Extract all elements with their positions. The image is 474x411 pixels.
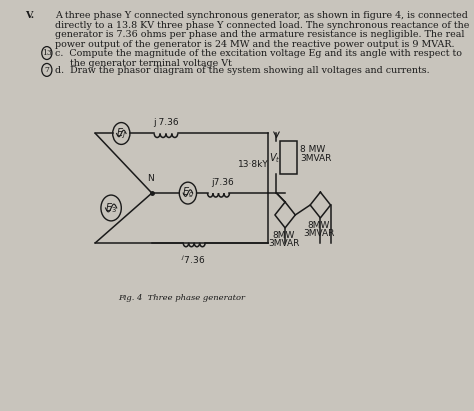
Text: $E_g$: $E_g$ [182,186,194,200]
Text: $E_3$: $E_3$ [105,201,117,215]
Text: V.: V. [25,12,34,20]
Text: $^j$7.36: $^j$7.36 [181,254,205,266]
Text: A three phase Y connected synchronous generator, as shown in figure 4, is connec: A three phase Y connected synchronous ge… [55,12,467,20]
Text: $E_J$: $E_J$ [116,126,126,141]
Text: Fig. 4  Three phase generator: Fig. 4 Three phase generator [118,294,245,302]
Text: d.  Draw the phasor diagram of the system showing all voltages and currents.: d. Draw the phasor diagram of the system… [55,66,429,75]
Text: power output of the generator is 24 MW and the reactive power output is 9 MVAR.: power output of the generator is 24 MW a… [55,39,454,48]
Text: 3MVAR: 3MVAR [268,239,299,248]
Text: c.  Compute the magnitude of the excitation voltage Eg and its angle with respec: c. Compute the magnitude of the excitati… [55,49,462,58]
Text: N: N [147,174,154,183]
Text: 13·8kY: 13·8kY [238,160,269,169]
Text: $V_t$: $V_t$ [269,151,281,165]
Text: 7: 7 [45,66,49,74]
Text: 8MW: 8MW [308,221,330,230]
Text: 8 MW: 8 MW [300,145,325,155]
Text: j7.36: j7.36 [210,178,233,187]
Text: directly to a 13.8 KV three phase Y connected load. The synchronous reactance of: directly to a 13.8 KV three phase Y conn… [55,21,469,30]
Text: 13: 13 [42,49,52,57]
Text: 3MVAR: 3MVAR [303,229,335,238]
Text: 8MW: 8MW [273,231,295,240]
Text: j 7.36: j 7.36 [153,118,179,127]
Bar [280,141,297,174]
Text: the generator terminal voltage Vt: the generator terminal voltage Vt [55,58,232,67]
Text: 3MVAR: 3MVAR [300,155,331,163]
Text: generator is 7.36 ohms per phase and the armature resistance is negligible. The : generator is 7.36 ohms per phase and the… [55,30,464,39]
